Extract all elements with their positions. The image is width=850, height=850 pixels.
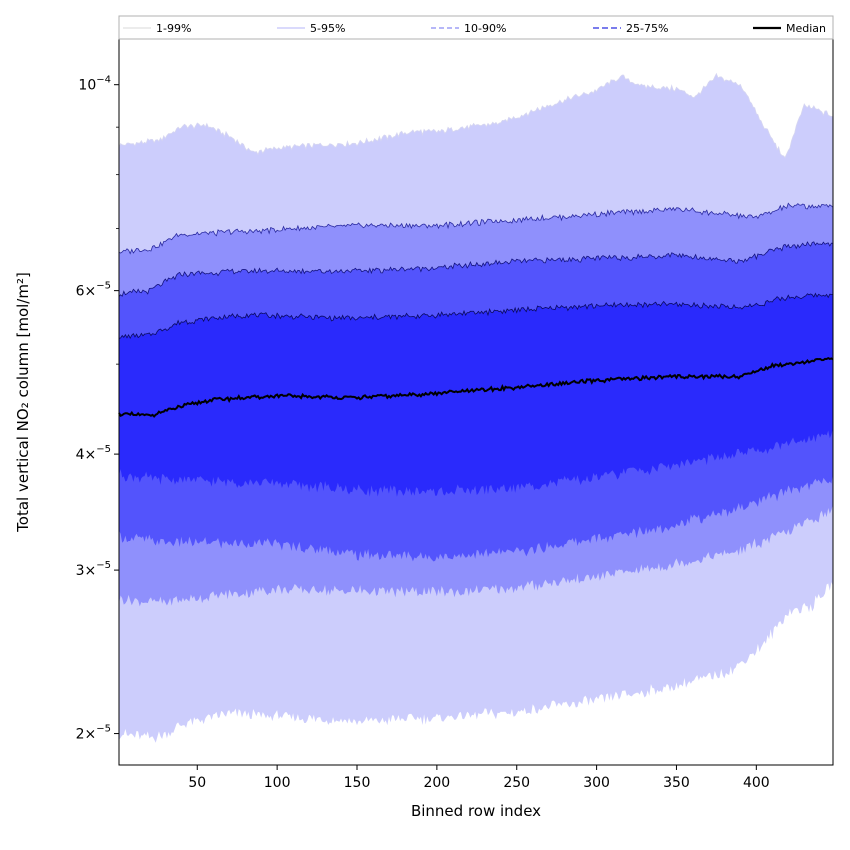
- legend-label: 1-99%: [156, 22, 191, 35]
- band-upper-edge-5-95%: [118, 202, 834, 255]
- x-tick-label: 200: [423, 775, 450, 791]
- median-layer: [118, 356, 834, 418]
- x-tick-label: 150: [344, 775, 371, 791]
- legend: 1-99% 5-95% 10-90% 25-75% Median: [118, 15, 834, 40]
- x-axis-label: Binned row index: [411, 802, 541, 820]
- band-upper-edge-25-75%: [118, 292, 834, 340]
- legend-label: 5-95%: [310, 22, 345, 35]
- percentile-bands: [118, 72, 834, 743]
- x-tick-label: 400: [743, 775, 770, 791]
- y-axis-label: Total vertical NO₂ column [mol/m²]: [14, 272, 32, 533]
- x-tick-label: 250: [503, 775, 530, 791]
- median-line: [118, 356, 834, 418]
- legend-label: Median: [786, 22, 826, 35]
- x-tick-label: 50: [188, 775, 206, 791]
- band-upper-edge-10-90%: [118, 241, 834, 297]
- y-tick-label: 2×−5: [76, 724, 111, 743]
- legend-label: 10-90%: [464, 22, 506, 35]
- y-tick-label: 4×−5: [76, 444, 111, 463]
- legend-frame: [118, 15, 834, 40]
- y-tick-label: 6×−5: [76, 281, 111, 300]
- y-axis: 2×−5 3×−5 4×−5 6×−5 10−4: [76, 75, 119, 743]
- x-axis: 50 100 150 200 250 300 350 400: [188, 765, 770, 791]
- band-25-75%: [119, 293, 833, 497]
- band-upper-edge-1-99%: [118, 72, 834, 159]
- y-tick-label: 10−4: [78, 75, 111, 94]
- x-tick-label: 100: [264, 775, 291, 791]
- legend-label: 25-75%: [626, 22, 668, 35]
- x-tick-label: 350: [663, 775, 690, 791]
- x-tick-label: 300: [583, 775, 610, 791]
- y-tick-label: 3×−5: [76, 560, 111, 579]
